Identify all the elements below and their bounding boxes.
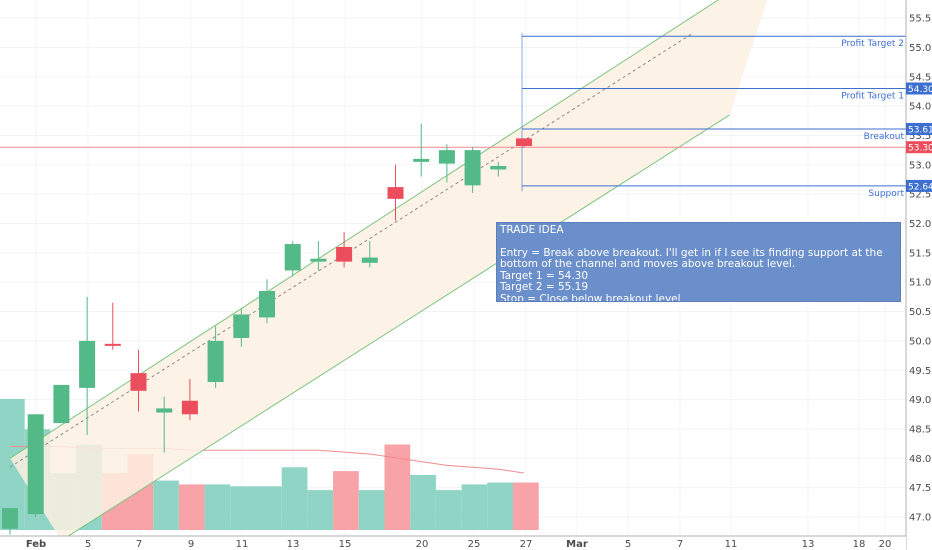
candle-body [438,150,455,164]
candle-body [259,291,275,318]
time-tick-label: 9 [188,539,194,550]
time-tick-label: 20 [416,539,429,550]
price-tick-label: 51.00 [909,278,932,289]
candle-body [284,244,301,271]
price-tick-label: 49.00 [909,395,932,406]
level-label: Profit Target 1 [841,91,904,101]
channel-fill [10,0,768,541]
level-lines[interactable]: Profit Target 2 Profit Target 1 Breakout Su… [0,32,906,199]
candle-body [387,187,404,199]
price-tick-label: 48.00 [909,454,932,465]
time-tick-label: Feb [26,539,46,550]
price-tick-label: 50.00 [909,336,932,347]
volume-bar [204,484,231,530]
price-tick-label: 53.00 [909,160,932,171]
time-tick-label: 15 [339,539,352,550]
time-tick-label: 5 [625,539,631,550]
time-tick-label: 11 [236,539,249,550]
trade-idea-entry: Entry = Break above breakout. I'll get i… [500,246,883,270]
time-tick-label: 11 [725,539,738,550]
price-tick-label: 55.50 [909,14,932,25]
volume-bar [461,484,488,530]
volume-bar [435,490,462,530]
price-badge-text: 54.30 [908,85,932,95]
price-badge [906,179,932,192]
price-badge [906,122,932,135]
trade-idea-title: TRADE IDEA [500,224,564,236]
volume-bar [307,490,334,530]
volume-bar [153,480,179,530]
time-tick-label: 5 [85,539,91,550]
candle-body [361,257,378,263]
price-axis[interactable]: 47.00 47.50 48.00 48.50 49.00 49.50 50.00 50.50… [905,0,932,550]
time-tick-label: 13 [287,539,300,550]
volume-bar [178,484,205,530]
volume-bar [281,467,308,530]
candle-body [207,340,224,382]
trade-idea-stop: Stop = Close below breakout level [500,292,681,302]
current-price-badge [906,141,932,154]
time-tick-label: 7 [677,539,683,550]
level-label: Profit Target 2 [841,39,904,49]
candle-body [490,165,507,170]
price-tick-label: 49.50 [909,366,932,377]
time-axis[interactable]: Feb 5 7 9 11 13 15 20 25 27 Mar 5 7 11 13 18 20 [0,535,906,550]
current-price-text: 53.30 [908,144,932,154]
candle-body [310,258,327,262]
level-label: Breakout [864,132,905,142]
price-tick-label: 50.50 [909,307,932,318]
price-tick-label: 47.50 [909,483,932,494]
volume-bar [384,444,411,530]
candlesticks [2,123,532,535]
price-tick-label: 48.50 [909,424,932,435]
time-axis-bg [0,536,906,550]
time-tick-label: Mar [566,539,588,550]
volume-bar [513,482,539,530]
price-tick-label: 54.00 [909,102,932,113]
price-tick-label: 52.00 [909,219,932,230]
volume-bar [333,471,359,530]
candle-body [413,158,430,162]
time-tick-label: 7 [136,539,142,550]
time-tick-label: 27 [520,539,533,550]
candle-body [53,384,70,424]
candle-body [2,508,18,529]
candle-body [516,138,532,147]
volume-bar [410,474,436,530]
price-tick-label: 51.50 [909,248,932,259]
volume-bar [256,486,282,530]
candle-body [464,150,481,186]
price-badge [906,82,932,95]
candle-body [156,408,173,413]
price-tick-label: 53.50 [909,131,932,142]
price-tick-label: 47.00 [909,513,932,524]
time-tick-label: 18 [853,539,866,550]
price-badge-text: 52.64 [908,182,932,192]
candle-body [336,246,353,262]
time-tick-label: 25 [468,539,481,550]
price-tick-label: 55.00 [909,43,932,54]
level-label: Support [868,189,904,199]
price-badge-text: 53.61 [908,125,932,135]
trade-idea-target2: Target 2 = 55.19 [500,281,589,293]
volume-bar [487,482,513,530]
candle-body [181,400,198,415]
time-tick-label: 20 [879,539,892,550]
candle-body [233,314,250,338]
volume-bar [358,490,385,530]
price-tick-label: 52.50 [909,190,932,201]
candle-body [27,414,44,515]
trade-idea-target1: Target 1 = 54.30 [500,269,589,282]
time-tick-label: 13 [802,539,815,550]
volume-bar [230,486,256,530]
trade-idea-note[interactable]: TRADE IDEA Entry = Break above breakout.… [496,222,901,302]
candle-body [130,373,147,391]
price-tick-label: 54.50 [909,72,932,83]
candle-body [79,340,96,388]
candle-body [104,343,121,346]
